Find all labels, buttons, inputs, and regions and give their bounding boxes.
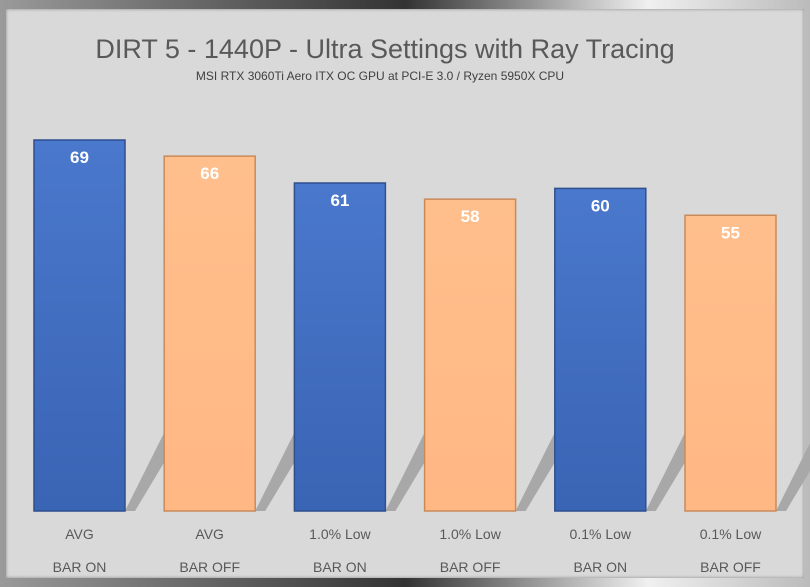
x-tick-metric: 0.1% Low bbox=[700, 526, 762, 542]
x-tick-metric: 1.0% Low bbox=[439, 526, 501, 542]
bar-shadow bbox=[515, 431, 556, 511]
bar-2 bbox=[293, 182, 387, 512]
x-tick-config: BAR OFF bbox=[700, 559, 761, 575]
x-tick-config: BAR OFF bbox=[440, 559, 501, 575]
data-label: 66 bbox=[200, 164, 219, 183]
bar-0 bbox=[33, 139, 126, 512]
chart-subtitle: MSI RTX 3060Ti Aero ITX OC GPU at PCI-E … bbox=[196, 69, 564, 83]
x-tick-config: BAR ON bbox=[573, 559, 627, 575]
bar-4 bbox=[554, 187, 647, 512]
x-tick-config: BAR ON bbox=[53, 559, 107, 575]
bar-5 bbox=[684, 214, 777, 512]
bar-shadow bbox=[385, 431, 426, 511]
bar-shadow bbox=[255, 431, 296, 511]
bar-shadow bbox=[776, 443, 810, 511]
data-label: 60 bbox=[591, 196, 610, 215]
data-label: 69 bbox=[70, 148, 89, 167]
x-tick-config: BAR OFF bbox=[179, 559, 240, 575]
data-label: 61 bbox=[330, 191, 349, 210]
x-tick-config: BAR ON bbox=[313, 559, 367, 575]
bar-shadow bbox=[125, 431, 165, 511]
chart-title: DIRT 5 - 1440P - Ultra Settings with Ray… bbox=[95, 34, 674, 64]
bar-3 bbox=[423, 198, 517, 512]
bar-shadow bbox=[645, 431, 686, 511]
data-label: 55 bbox=[721, 223, 740, 242]
x-tick-metric: AVG bbox=[195, 526, 224, 542]
x-tick-metric: AVG bbox=[65, 526, 94, 542]
x-tick-metric: 1.0% Low bbox=[309, 526, 371, 542]
bar-1 bbox=[163, 155, 256, 512]
data-label: 58 bbox=[461, 207, 480, 226]
x-tick-metric: 0.1% Low bbox=[570, 526, 632, 542]
